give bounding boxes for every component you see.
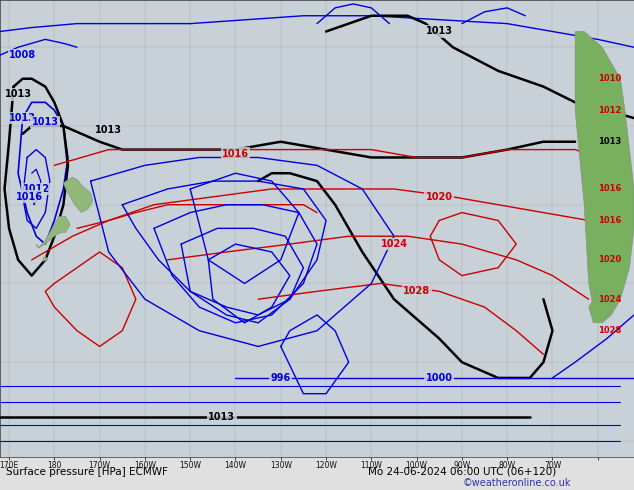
Text: 1020: 1020 (426, 192, 453, 202)
Text: 1016: 1016 (222, 148, 249, 159)
Text: 1013: 1013 (426, 26, 453, 36)
Text: Surface pressure [HPa] ECMWF: Surface pressure [HPa] ECMWF (6, 466, 168, 477)
Text: 1016: 1016 (598, 216, 621, 225)
Text: 1016: 1016 (16, 192, 43, 202)
Text: 1013: 1013 (95, 125, 122, 135)
Text: 1016: 1016 (598, 184, 621, 194)
Polygon shape (63, 177, 93, 213)
Text: 1012: 1012 (23, 184, 49, 194)
Text: 996: 996 (271, 373, 291, 383)
Text: 1013: 1013 (209, 412, 235, 422)
Text: 1024: 1024 (598, 294, 621, 304)
Text: 1024: 1024 (380, 239, 408, 249)
Text: 1013: 1013 (9, 113, 36, 123)
Text: 1013: 1013 (4, 90, 32, 99)
Text: 1020: 1020 (598, 255, 621, 264)
Text: 1000: 1000 (426, 373, 453, 383)
Polygon shape (43, 256, 48, 261)
Polygon shape (575, 31, 634, 323)
Text: 1028: 1028 (598, 326, 621, 335)
Text: ©weatheronline.co.uk: ©weatheronline.co.uk (463, 478, 571, 489)
Polygon shape (589, 292, 611, 323)
Text: Mo 24-06-2024 06:00 UTC (06+120): Mo 24-06-2024 06:00 UTC (06+120) (368, 466, 556, 477)
Text: 1013: 1013 (32, 117, 59, 127)
Text: 1028: 1028 (403, 286, 430, 296)
Text: 1008: 1008 (9, 50, 36, 60)
Text: 1013: 1013 (598, 137, 621, 146)
Text: 1010: 1010 (598, 74, 621, 83)
Text: 1012: 1012 (598, 106, 621, 115)
Polygon shape (36, 217, 70, 248)
